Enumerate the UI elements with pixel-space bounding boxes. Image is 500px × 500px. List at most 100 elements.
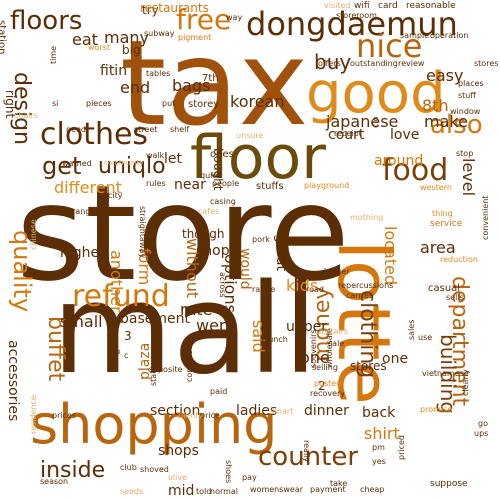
word-across: across: [218, 272, 227, 298]
word-opposite: opposite: [148, 365, 183, 374]
word-pm: pm: [372, 443, 385, 452]
word-also: also: [430, 110, 483, 140]
word-sells: sells: [446, 293, 464, 302]
word-floors: floors: [10, 6, 83, 36]
word-upstairs: upstairs: [316, 327, 349, 336]
word-visited: visited: [324, 1, 351, 10]
word-pieces: pieces: [86, 99, 112, 108]
word-payment: payment: [310, 485, 346, 494]
word-shopping: shopping: [30, 393, 278, 456]
word-time: time: [49, 45, 58, 64]
word-use: use: [418, 333, 433, 342]
word-sales: sales: [407, 319, 416, 340]
word-area: area: [420, 238, 456, 257]
word-prices: prices: [52, 411, 77, 420]
word-operation: operation: [430, 31, 469, 40]
word-card: card: [378, 1, 398, 11]
word-fitin: fitin: [100, 63, 128, 79]
word-one-2: one: [382, 351, 409, 367]
word-shelf: shelf: [170, 125, 190, 134]
word-casing: casing: [210, 197, 236, 206]
word-big: big: [122, 43, 141, 57]
word-2: 2: [318, 379, 326, 393]
word-street: street: [134, 125, 158, 134]
word-section: section: [150, 403, 201, 419]
word-would: would: [237, 248, 253, 290]
word-shops: shops: [158, 443, 199, 459]
word-review: review: [398, 59, 425, 68]
word-free: free: [176, 3, 232, 36]
word-comprised: comprised: [185, 340, 194, 382]
word-worst: worst: [88, 43, 111, 52]
word-said: said: [249, 320, 268, 353]
word-smart: smart: [270, 407, 294, 416]
word-range: range: [252, 285, 276, 294]
word-chairs: chairs: [14, 111, 39, 120]
word-different: different: [54, 178, 122, 197]
word-unsure: unsure: [236, 131, 264, 140]
word-easy: easy: [426, 66, 464, 85]
word-convenient: convenient: [481, 195, 490, 240]
word-many: many: [104, 28, 149, 47]
word-sample: sample: [400, 31, 430, 40]
word-western: western: [420, 183, 452, 192]
word-pu: pu: [110, 347, 121, 356]
word-road: road: [306, 285, 324, 294]
word-repercussions: repercussions: [338, 281, 394, 290]
word-city: city: [108, 191, 123, 200]
word-shoved: shoved: [140, 465, 169, 474]
word-station: station: [0, 20, 7, 55]
word-recovery: recovery: [310, 389, 346, 398]
word-suppose: suppose: [430, 479, 468, 489]
word-c: c: [124, 351, 129, 360]
word-pay: pay: [242, 473, 257, 482]
word-paid: paid: [210, 387, 228, 396]
word-plenty: plenty: [178, 411, 204, 420]
word-vietnamese: vietnamese: [422, 369, 469, 378]
word-ladies: ladies: [236, 403, 278, 419]
word-clothes: clothes: [40, 117, 149, 152]
word-ones: ones: [210, 149, 234, 160]
word-cafes: cafes: [198, 207, 220, 216]
word-carries: carries: [346, 291, 374, 300]
word-food: food: [382, 153, 449, 188]
word-selling: selling: [312, 363, 338, 372]
word-refund: refund: [72, 279, 170, 314]
word-residence: residence: [29, 395, 38, 434]
word-quiet: quiet: [200, 171, 221, 180]
word-located: located: [381, 226, 400, 286]
word-mothing: mothing: [350, 213, 384, 222]
word-level: level: [459, 158, 478, 197]
word-stuff: stuff: [458, 91, 476, 100]
word-small: small: [60, 312, 103, 331]
word-around: around: [374, 153, 424, 169]
word-pork: pork: [252, 235, 270, 244]
word-went: went: [196, 316, 236, 335]
word-posted: posted: [314, 379, 342, 388]
word-go: go: [478, 419, 488, 428]
word-uniqlo: uniqlo: [98, 154, 166, 179]
word-dongdaemun: dongdaemun: [246, 5, 458, 43]
word-good: good: [306, 61, 446, 126]
word-offers: offers: [318, 59, 341, 68]
word-yes: yes: [372, 457, 386, 466]
word-warned: warned: [62, 159, 92, 168]
word-shop: shop: [196, 243, 230, 259]
word-buy: buy: [314, 50, 352, 74]
word-make: make: [424, 112, 468, 131]
word-reasonable: reasonable: [406, 1, 456, 11]
word-tables: tables: [146, 69, 171, 78]
word-walk: walk: [146, 151, 165, 160]
word-thing: thing: [432, 209, 453, 218]
word-pigment: pigment: [178, 33, 212, 42]
word-receipt: receipt: [334, 129, 362, 138]
word-subway: subway: [144, 29, 175, 38]
word-shoes: shoes: [224, 460, 233, 484]
word-shirt: shirt: [364, 424, 400, 443]
word-normal: normal: [210, 487, 239, 496]
word-though: though: [182, 227, 225, 241]
word-tax: tax: [120, 14, 309, 152]
word-storey: storey: [188, 99, 220, 110]
word-back: back: [362, 405, 396, 421]
word-7th: 7th: [202, 73, 219, 84]
